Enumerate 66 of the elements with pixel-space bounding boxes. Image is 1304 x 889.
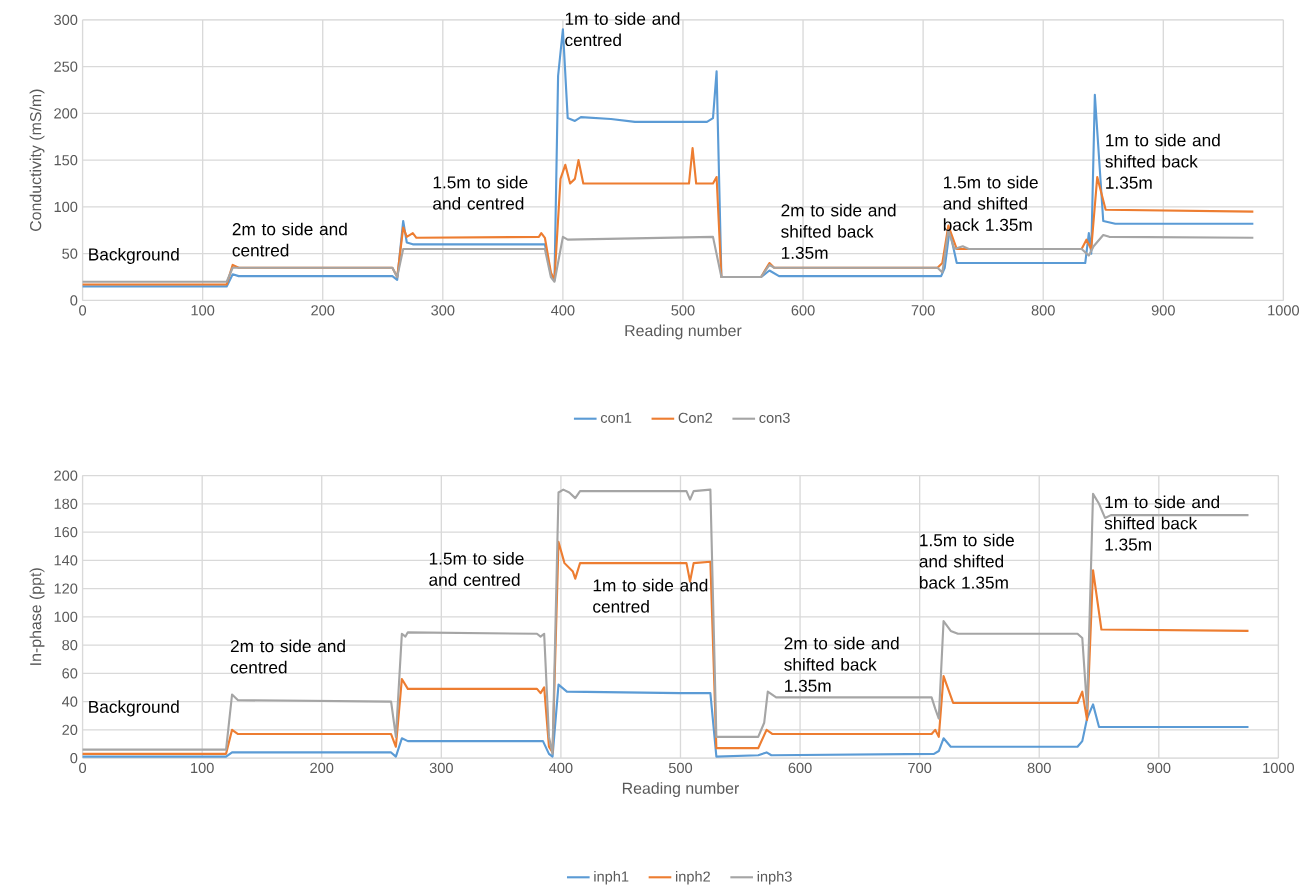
y-tick-label: 160: [54, 526, 78, 538]
legend-label: con1: [600, 412, 632, 423]
x-tick-label: 700: [911, 305, 935, 316]
x-tick-label: 300: [431, 305, 455, 316]
annotation: Background: [89, 700, 179, 717]
y-tick-label: 300: [54, 14, 78, 26]
y-tick-label: 200: [54, 470, 78, 481]
x-tick-label: 800: [1027, 762, 1051, 774]
x-tick-label: 100: [191, 762, 214, 774]
annotation: 2m to side and shifted back 1.35m: [781, 203, 896, 260]
x-tick-label: 900: [1147, 762, 1171, 774]
annotation: 1.5m to side and shifted back 1.35m: [943, 175, 1038, 231]
annotation: Background: [89, 247, 179, 265]
annotation: 1.5m to side and centred: [433, 175, 528, 210]
annotation: 1m to side and centred: [593, 578, 708, 613]
annotation: 1m to side and shifted back 1.35m: [1105, 133, 1220, 189]
x-tick-label: 0: [79, 762, 87, 774]
y-axis-title: Conductivity (mS/m): [29, 89, 45, 232]
x-tick-label: 800: [1031, 305, 1055, 316]
y-tick-label: 150: [54, 155, 78, 166]
legend-label: con3: [759, 412, 790, 424]
x-tick-label: 100: [191, 305, 215, 316]
y-tick-label: 0: [70, 295, 78, 306]
annotation: 1.5m to side and shifted back 1.35m: [919, 533, 1014, 589]
x-tick-label: 600: [788, 762, 812, 774]
y-tick-label: 40: [61, 696, 78, 707]
x-tick-label: 0: [79, 305, 87, 316]
y-tick-label: 80: [62, 639, 78, 651]
y-tick-label: 140: [54, 555, 78, 566]
y-tick-label: 180: [54, 498, 78, 510]
annotation: 2m to side and centred: [232, 222, 347, 257]
y-tick-label: 100: [54, 611, 78, 623]
x-tick-label: 500: [671, 305, 695, 316]
x-tick-label: 500: [668, 762, 693, 774]
x-tick-label: 400: [551, 305, 575, 316]
x-tick-label: 600: [791, 305, 815, 316]
y-tick-label: 250: [54, 61, 78, 72]
annotation: 1m to side and centred: [565, 12, 680, 47]
annotation: 2m to side and shifted back 1.35m: [784, 636, 899, 692]
line-series: [81, 488, 1250, 755]
legend-label: Con2: [678, 412, 713, 424]
y-tick-label: 0: [70, 752, 78, 764]
y-tick-label: 20: [62, 724, 78, 736]
x-tick-label: 700: [908, 762, 932, 774]
annotation: 1m to side and shifted back 1.35m: [1104, 495, 1220, 551]
x-tick-label: 300: [429, 762, 453, 774]
legend-label: inph1: [594, 871, 629, 885]
y-axis-title: In-phase (ppt): [29, 568, 45, 665]
x-tick-label: 200: [311, 305, 335, 316]
y-tick-label: 50: [62, 248, 78, 259]
x-tick-label: 900: [1151, 305, 1175, 316]
annotation: 1.5m to side and centred: [429, 552, 524, 586]
x-axis-title: Reading number: [622, 782, 740, 798]
x-tick-label: 400: [549, 762, 573, 774]
x-tick-label: 1000: [1263, 762, 1295, 774]
y-tick-label: 120: [54, 583, 78, 594]
y-tick-label: 200: [54, 108, 78, 119]
y-tick-label: 60: [62, 668, 78, 679]
line-series: [81, 28, 1255, 288]
annotation: 2m to side and centred: [230, 639, 345, 674]
legend-label: inph2: [676, 871, 710, 885]
x-tick-label: 1000: [1268, 305, 1299, 316]
x-axis-title: Reading number: [625, 324, 742, 340]
x-tick-label: 200: [310, 762, 334, 774]
y-tick-label: 100: [54, 201, 78, 213]
legend-label: inph3: [757, 871, 792, 885]
